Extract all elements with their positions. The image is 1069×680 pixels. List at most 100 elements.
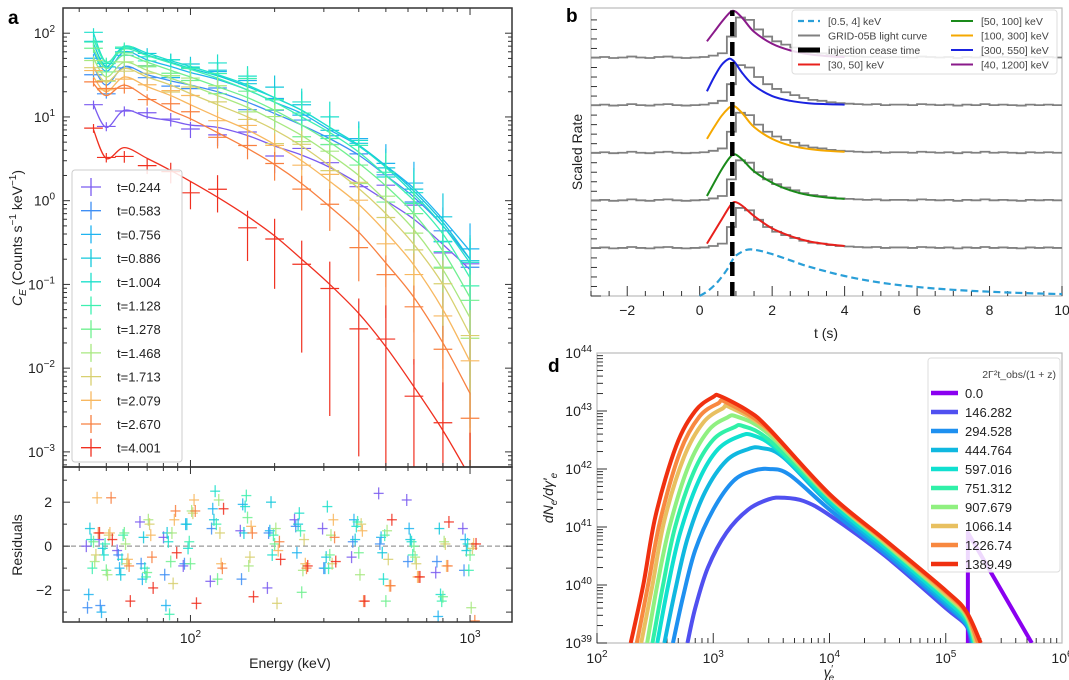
- x-tick-label: 103: [459, 629, 481, 646]
- legend-entry: t=1.128: [117, 299, 161, 314]
- legend-entry: t=2.079: [117, 393, 161, 408]
- text-span: γ: [824, 664, 832, 680]
- panel-label-d: d: [548, 356, 560, 377]
- legend-entry: [40, 1200] keV: [981, 60, 1049, 72]
- y-tick-label: 1042: [565, 460, 592, 477]
- text-span: E: [18, 289, 29, 296]
- model-line-t=0.886: [92, 43, 471, 260]
- text-span: 10: [34, 25, 50, 41]
- model-line-t=4.001: [92, 129, 466, 467]
- text-span: 10: [565, 635, 581, 651]
- legend-entry: 294.528: [965, 424, 1012, 439]
- text-span: 0: [49, 192, 55, 203]
- y-tick-label: 101: [34, 108, 56, 125]
- text-span: 10: [28, 360, 44, 376]
- residual-y-tick-label: 0: [44, 538, 52, 554]
- text-span: dN: [540, 504, 556, 523]
- grid-light-curve: [591, 207, 1062, 250]
- legend-entry: 1226.74: [965, 538, 1012, 553]
- fit-curve: [706, 201, 845, 248]
- spectra-plot-area: [84, 28, 480, 467]
- legend-entry: 0.0: [965, 386, 983, 401]
- model-line-t=1.004: [92, 32, 471, 264]
- text-span: −1: [8, 174, 19, 186]
- text-span: 10: [459, 630, 475, 646]
- legend-box: [927, 357, 1061, 573]
- x-tick-label: 102: [180, 629, 202, 646]
- residuals-axis-label: Residuals: [9, 514, 25, 575]
- legend-entry: t=0.583: [117, 204, 161, 219]
- x-tick-label: 0: [696, 302, 704, 318]
- text-span: keV: [9, 185, 25, 214]
- model-line-t=2.670: [93, 83, 471, 394]
- model-line-t=1.128: [92, 38, 471, 279]
- fit-curve: [706, 104, 845, 153]
- text-span: 10: [565, 461, 581, 477]
- x-tick-label: 10: [1054, 302, 1069, 318]
- spectrum-curve-597.016: [655, 432, 976, 643]
- residuals-axes-frame: [62, 466, 513, 623]
- x-tick-label: 6: [913, 302, 921, 318]
- y-axis-label: dNe/dγ′e: [540, 472, 560, 523]
- legend-entry: 751.312: [965, 481, 1012, 496]
- x-tick-label: 106: [1051, 649, 1069, 666]
- residual-y-tick-label: 2: [44, 494, 52, 510]
- y-tick-label: 1044: [565, 344, 592, 361]
- text-span: 10: [28, 276, 44, 292]
- text-span: 10: [1051, 650, 1067, 666]
- legend-entry: 146.282: [965, 405, 1012, 420]
- legend-entry: [100, 300] keV: [981, 31, 1049, 43]
- y-tick-label: 10−2: [28, 359, 55, 376]
- legend-entry: 444.764: [965, 443, 1012, 458]
- legend-entry: [300, 550] keV: [981, 45, 1049, 57]
- text-span: e: [829, 673, 835, 680]
- text-span: /dγ′: [540, 477, 556, 501]
- x-tick-label: 105: [935, 649, 957, 666]
- text-span: ): [9, 170, 25, 175]
- text-span: −1: [8, 214, 19, 226]
- y-tick-label: 1040: [565, 576, 592, 593]
- residual-y-tick-label: −2: [36, 582, 52, 598]
- text-span: C: [9, 295, 25, 306]
- legend-entry: [50, 100] keV: [981, 16, 1043, 28]
- legend-entry: [30, 50] keV: [828, 60, 884, 72]
- text-span: −2: [44, 359, 56, 370]
- text-span: 10: [819, 650, 835, 666]
- model-line-t=1.278: [92, 48, 471, 298]
- panel-label-a: a: [8, 8, 19, 29]
- model-line-t=2.079: [92, 76, 471, 362]
- spectrum-curve-444.764: [662, 445, 976, 643]
- legend-entry: t=1.468: [117, 346, 161, 361]
- legend-entry: t=1.713: [117, 370, 161, 385]
- text-span: 10: [28, 444, 44, 460]
- legend-entry: 1066.14: [965, 519, 1012, 534]
- text-span: 10: [935, 650, 951, 666]
- x-tick-label: 102: [586, 649, 608, 666]
- text-span: 6: [1067, 649, 1069, 660]
- text-span: 40: [581, 576, 593, 587]
- text-span: (Counts s: [9, 225, 25, 289]
- y-axis-label: Scaled Rate: [569, 114, 585, 190]
- y-tick-label: 1039: [565, 634, 592, 651]
- legend-entry: t=0.244: [117, 180, 161, 195]
- spectrum-curve-146.282: [685, 495, 973, 643]
- text-span: 44: [581, 344, 593, 355]
- x-axis-label: γ′ e: [824, 664, 835, 680]
- legend-box: [791, 9, 1058, 75]
- legend-entry: 907.679: [965, 500, 1012, 515]
- text-span: 10: [180, 630, 196, 646]
- model-line-t=1.468: [92, 58, 471, 319]
- grid-light-curve: [591, 64, 1062, 107]
- text-span: −3: [44, 443, 56, 454]
- fit-curve: [706, 57, 845, 106]
- y-tick-label: 100: [34, 192, 56, 209]
- legend-entry: injection cease time: [828, 45, 920, 57]
- text-span: 4: [835, 649, 841, 660]
- fit-curve: [706, 153, 845, 200]
- panel-label-b: b: [566, 6, 578, 27]
- text-span: 10: [586, 650, 602, 666]
- x-tick-label: 104: [819, 649, 841, 666]
- text-span: 2: [195, 629, 201, 640]
